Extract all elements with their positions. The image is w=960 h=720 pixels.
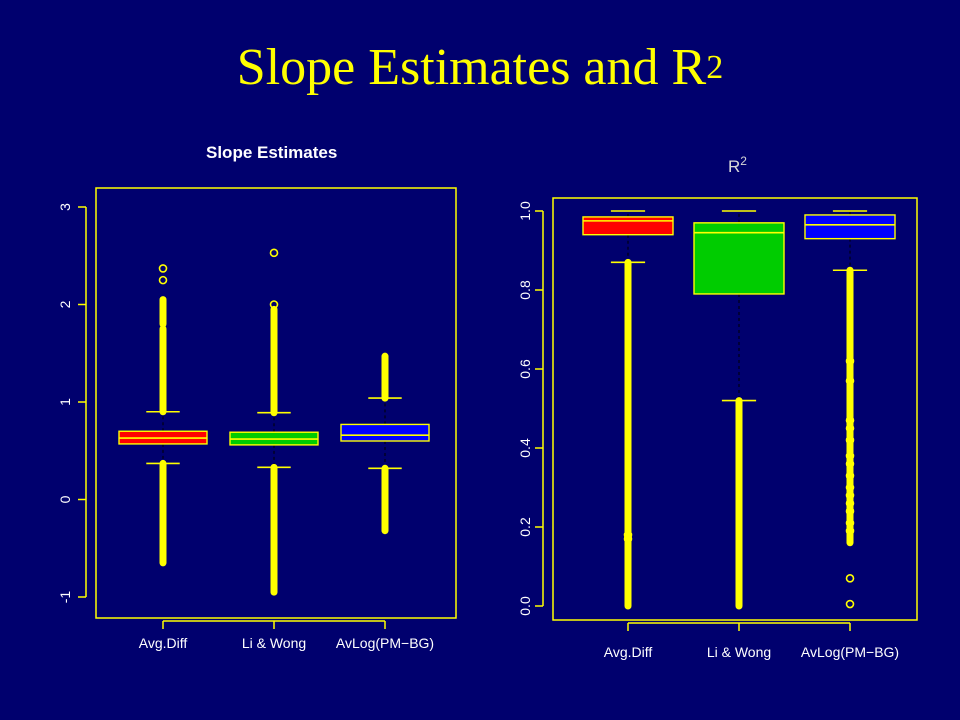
outlier-point <box>623 530 633 540</box>
outlier-point <box>845 498 855 508</box>
y-tick-label: -1 <box>57 591 73 604</box>
box-3 <box>340 352 430 535</box>
y-tick-label: 0.8 <box>517 280 533 300</box>
outlier-point <box>269 248 279 258</box>
y-tick-label: 0.6 <box>517 359 533 379</box>
slide-title: Slope Estimates and R2 <box>236 39 724 96</box>
y-tick-label: 3 <box>57 203 73 211</box>
outlier-point <box>623 534 633 544</box>
y-tick-label: 0 <box>57 495 73 503</box>
plot-title-superscript: 2 <box>740 154 747 168</box>
outlier-point <box>845 518 855 528</box>
y-tick-label: 1 <box>57 398 73 406</box>
box-body <box>582 216 674 236</box>
box-1 <box>118 264 208 567</box>
x-category-label: AvLog(PM−BG) <box>801 644 899 660</box>
box-body <box>340 423 430 442</box>
outlier-point <box>845 416 855 425</box>
y-tick-label: 0.2 <box>517 517 533 537</box>
y-tick-label: 2 <box>57 300 73 308</box>
outlier-point <box>845 376 855 386</box>
outlier-point <box>845 506 855 516</box>
outlier-point <box>845 435 855 445</box>
outlier-point <box>845 423 855 433</box>
x-category-label: Li & Wong <box>242 635 306 651</box>
outlier-point <box>845 356 855 366</box>
box-1 <box>582 210 674 610</box>
x-category-label: AvLog(PM−BG) <box>336 635 434 651</box>
outlier-point <box>845 471 855 480</box>
outlier-point <box>158 275 168 285</box>
box-2 <box>229 248 319 596</box>
box-2 <box>693 210 785 610</box>
box-3 <box>804 210 896 609</box>
outlier-point <box>845 491 855 500</box>
y-tick-label: 1.0 <box>517 201 533 221</box>
outlier-point <box>845 459 855 469</box>
plot-frame <box>552 197 918 621</box>
box-body <box>693 222 785 295</box>
x-category-label: Avg.Diff <box>139 635 188 651</box>
y-tick-label: 0.0 <box>517 596 533 616</box>
outlier-point <box>269 300 279 309</box>
plot-title: Slope Estimates <box>206 143 337 162</box>
box-body <box>804 214 896 240</box>
x-category-label: Avg.Diff <box>604 644 653 660</box>
y-tick-label: 0.4 <box>517 438 533 458</box>
outlier-point <box>845 574 855 583</box>
outlier-point <box>845 526 855 536</box>
outlier-point <box>845 483 855 492</box>
boxplot-panel-1: Slope Estimates -1 0 1 2 3 Avg.Diff Li & Wong Av… <box>57 143 457 651</box>
outlier-point <box>158 264 168 273</box>
x-category-label: Li & Wong <box>707 644 771 660</box>
outlier-point <box>845 451 855 461</box>
plot-title: R2 <box>728 154 747 176</box>
plot-frame <box>95 187 457 619</box>
outlier-point <box>845 599 855 609</box>
boxplot-panel-2: R2 0.0 0.2 0.4 0.6 0.8 1.0 Avg.Diff Li & Wong AvL… <box>517 154 918 660</box>
